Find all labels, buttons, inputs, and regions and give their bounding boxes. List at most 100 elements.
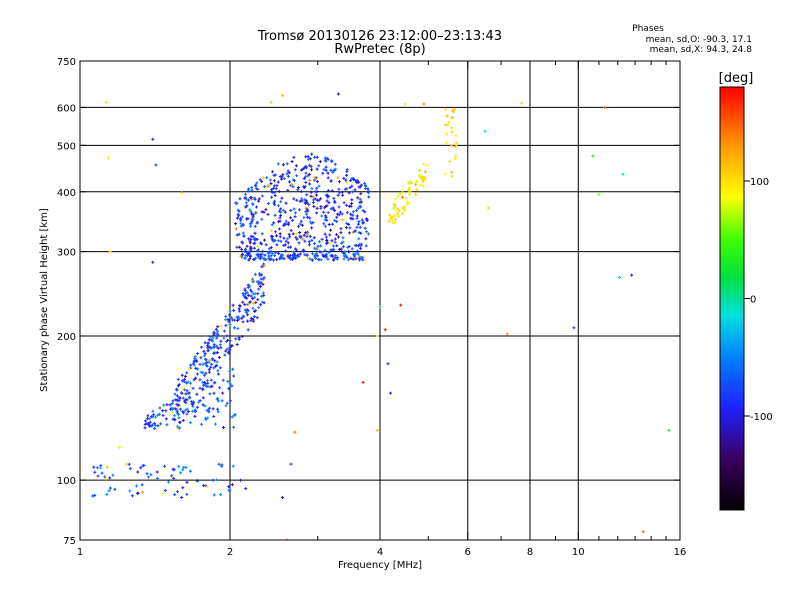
data-point (204, 371, 208, 375)
data-point (358, 225, 362, 229)
data-point (193, 414, 197, 418)
data-point (258, 178, 262, 182)
x-tick-label: 1 (77, 547, 83, 558)
data-point (341, 218, 345, 222)
data-point (104, 477, 108, 481)
data-point (207, 367, 211, 371)
data-point (211, 357, 215, 361)
data-point (603, 105, 607, 109)
data-point (330, 239, 334, 243)
data-point (227, 488, 231, 492)
plot-area-frame (79, 60, 681, 541)
data-point (242, 234, 246, 238)
data-point (306, 174, 310, 178)
data-point (219, 339, 223, 343)
data-point (326, 189, 330, 193)
data-point (162, 403, 166, 407)
data-point (216, 325, 220, 329)
data-point (221, 391, 225, 395)
data-point (312, 205, 316, 208)
data-point (96, 474, 100, 478)
data-point (407, 186, 411, 190)
data-point (158, 406, 162, 410)
data-point (340, 190, 344, 194)
data-point (415, 188, 419, 192)
data-point (155, 477, 159, 480)
data-point (202, 373, 206, 377)
data-point (185, 407, 189, 411)
data-point (184, 374, 187, 378)
data-point (414, 193, 418, 197)
data-point (342, 251, 346, 255)
data-point (173, 392, 177, 396)
data-point (225, 340, 228, 343)
data-point (392, 206, 396, 210)
data-point (108, 476, 112, 480)
data-point (228, 382, 232, 386)
data-point (308, 257, 312, 261)
data-point (271, 170, 274, 174)
data-point (191, 400, 195, 404)
y-tick-label: 300 (57, 248, 76, 259)
data-point (280, 196, 284, 200)
data-point (333, 218, 337, 222)
data-point (282, 244, 286, 247)
data-point (309, 165, 313, 168)
x-tick-label: 4 (377, 547, 383, 558)
data-point (359, 247, 362, 251)
data-point (349, 212, 353, 216)
data-point (331, 207, 335, 211)
data-point (260, 273, 264, 277)
data-point (335, 220, 339, 224)
data-point (146, 475, 150, 479)
data-point (219, 493, 223, 497)
data-point (409, 190, 412, 194)
data-point (288, 180, 291, 184)
data-point (104, 100, 108, 104)
data-point (358, 185, 362, 189)
data-point (249, 221, 253, 225)
data-point (248, 255, 252, 258)
data-point (179, 471, 183, 475)
data-point (310, 258, 314, 262)
data-point (325, 199, 329, 203)
data-point (326, 257, 330, 261)
data-point (357, 180, 361, 184)
data-point (186, 380, 190, 384)
data-point (264, 208, 268, 212)
data-point (317, 198, 321, 202)
data-point (444, 123, 448, 127)
data-point (201, 387, 205, 391)
data-point (285, 162, 289, 166)
data-point (349, 204, 353, 208)
data-point (191, 409, 195, 413)
data-point (353, 252, 357, 256)
data-point (250, 188, 254, 192)
data-point (252, 309, 256, 313)
data-point (257, 282, 261, 286)
data-point (329, 179, 333, 183)
data-point (345, 221, 349, 225)
data-point (347, 245, 351, 248)
data-point (237, 232, 241, 236)
data-point (361, 209, 365, 213)
data-point (297, 224, 300, 228)
data-point (249, 288, 253, 292)
data-point (266, 212, 270, 216)
data-point (201, 396, 205, 400)
data-point (329, 168, 333, 172)
data-point (244, 292, 247, 296)
data-point (355, 225, 359, 229)
data-point (378, 305, 382, 309)
data-point (281, 253, 285, 257)
data-point (219, 346, 223, 350)
data-point (399, 303, 403, 307)
data-point (315, 193, 318, 197)
data-point (212, 391, 216, 395)
data-point (181, 396, 185, 400)
data-point (422, 162, 426, 166)
data-point (451, 110, 455, 114)
data-point (238, 309, 242, 313)
data-point (146, 417, 150, 421)
data-point (259, 277, 263, 281)
